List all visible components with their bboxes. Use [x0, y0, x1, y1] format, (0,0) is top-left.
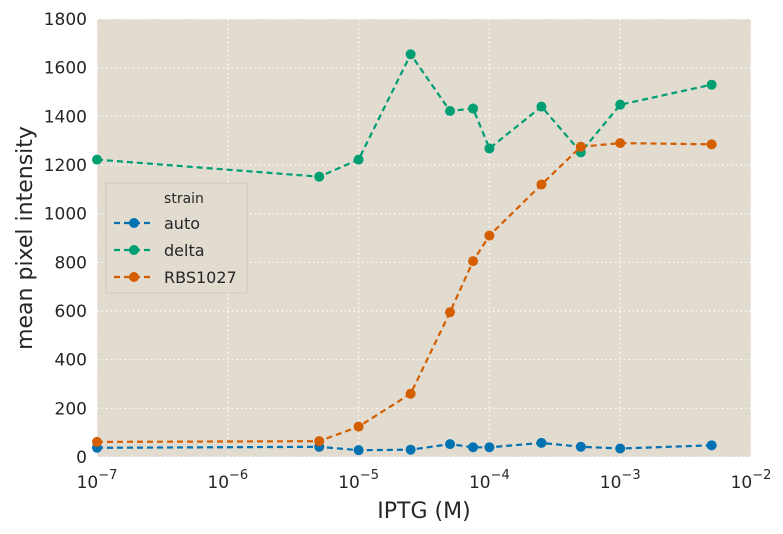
data-point — [92, 436, 102, 447]
y-tick-label: 800 — [55, 253, 87, 273]
data-point — [314, 436, 325, 447]
legend-item-rbs1027: RBS1027 — [114, 268, 237, 287]
y-tick-label: 1800 — [44, 10, 87, 30]
data-point — [445, 439, 456, 450]
data-point — [484, 230, 495, 241]
legend-label: auto — [164, 214, 200, 233]
data-point — [706, 440, 717, 451]
legend-box — [105, 182, 248, 294]
x-tick-label: 10−4 — [469, 468, 510, 493]
data-point — [445, 307, 456, 318]
data-point — [405, 444, 416, 455]
x-tick-label: 10−3 — [600, 468, 641, 493]
legend-marker — [129, 218, 139, 228]
data-point — [468, 256, 479, 267]
y-axis-title: mean pixel intensity — [13, 126, 38, 350]
legend-label: delta — [164, 241, 205, 260]
series-rbs1027 — [92, 138, 717, 447]
y-tick-label: 1400 — [44, 107, 87, 127]
x-tick-label: 10−7 — [77, 468, 118, 493]
data-point — [536, 101, 547, 112]
tick-labels: 0 200 400 600 800 1000 1200 1400 1600 1800 10−7 10−… — [44, 10, 772, 493]
data-point — [314, 171, 325, 182]
legend-label: RBS1027 — [164, 268, 237, 287]
data-point — [615, 443, 626, 454]
y-tick-label: 600 — [55, 302, 87, 322]
grid — [96, 18, 752, 458]
legend-item-delta: delta — [114, 241, 205, 260]
x-axis-title: IPTG (M) — [377, 499, 470, 524]
y-tick-label: 1000 — [44, 205, 87, 225]
data-point — [445, 105, 456, 116]
legend-title: strain — [164, 191, 204, 207]
data-point — [468, 103, 479, 114]
y-tick-label: 400 — [55, 351, 87, 371]
x-tick-label: 10−5 — [338, 468, 379, 493]
y-tick-label: 0 — [76, 448, 87, 468]
data-point — [536, 179, 547, 190]
data-point — [484, 442, 495, 453]
data-point — [706, 139, 717, 150]
legend-marker — [129, 245, 139, 255]
legend-item-auto: auto — [114, 214, 200, 233]
data-point — [615, 99, 626, 110]
series-layer — [92, 49, 717, 456]
data-point — [484, 143, 495, 154]
data-point — [353, 421, 364, 432]
data-point — [536, 437, 547, 448]
series-auto — [92, 437, 717, 456]
data-point — [353, 154, 364, 165]
data-point — [575, 441, 586, 452]
data-point — [353, 445, 364, 456]
data-point — [706, 79, 717, 90]
y-tick-label: 1200 — [44, 156, 87, 176]
data-point — [405, 388, 416, 399]
data-point — [615, 138, 626, 149]
legend: strain auto delta RBS1027 — [105, 182, 248, 294]
x-tick-label: 10−6 — [207, 468, 248, 493]
legend-items: auto delta RBS1027 — [114, 214, 237, 287]
data-point — [405, 49, 416, 60]
data-point — [468, 442, 479, 453]
y-tick-label: 1600 — [44, 59, 87, 79]
data-point — [92, 154, 102, 165]
legend-marker — [129, 272, 139, 282]
data-point — [575, 141, 586, 152]
y-tick-label: 200 — [55, 399, 87, 419]
x-tick-label: 10−2 — [731, 468, 772, 493]
